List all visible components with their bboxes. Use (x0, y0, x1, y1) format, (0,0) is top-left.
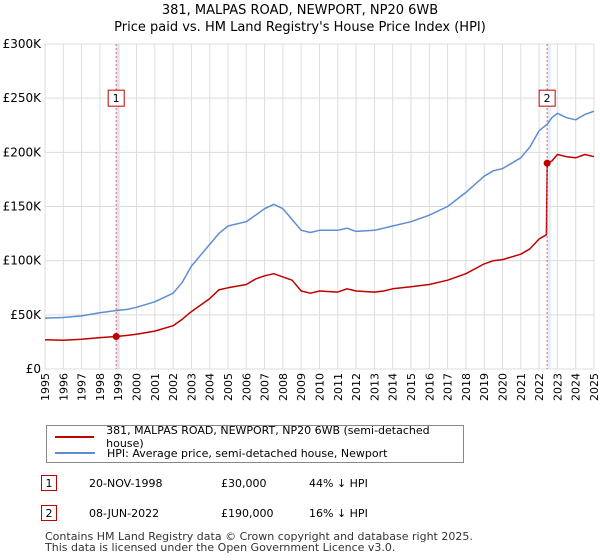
x-tick-label: 2011 (332, 373, 345, 401)
legend-item-hpi: HPI: Average price, semi-detached house,… (55, 445, 387, 461)
legend-hpi-label: HPI: Average price, semi-detached house,… (107, 446, 388, 460)
x-tick-label: 2003 (185, 373, 198, 401)
x-tick-label: 2023 (551, 373, 564, 401)
x-tick-label: 2008 (277, 373, 290, 401)
y-tick-label: £50K (10, 308, 42, 322)
footer-copyright: Contains HM Land Registry data © Crown c… (45, 530, 473, 543)
x-tick-label: 1998 (94, 373, 107, 401)
x-tick-label: 2021 (515, 373, 528, 401)
transaction-price: £190,000 (221, 507, 274, 520)
transaction-hpi-diff: 16% ↓ HPI (309, 507, 368, 520)
y-tick-label: £150K (3, 200, 43, 214)
y-tick-label: £300K (3, 37, 43, 51)
x-tick-label: 2004 (204, 373, 217, 401)
x-tick-label: 2012 (350, 373, 363, 401)
x-tick-label: 2024 (570, 373, 583, 401)
x-tick-label: 1996 (57, 373, 70, 401)
x-tick-label: 2005 (222, 373, 235, 401)
chart-title: 381, MALPAS ROAD, NEWPORT, NP20 6WB (161, 3, 439, 18)
x-tick-label: 1999 (112, 373, 125, 401)
x-tick-label: 1995 (39, 373, 52, 401)
transaction-badge: 2 (41, 505, 57, 521)
x-tick-label: 2001 (149, 373, 162, 401)
x-tick-label: 2019 (478, 373, 491, 401)
x-tick-label: 2007 (259, 373, 272, 401)
hpi-line (44, 110, 595, 319)
x-tick-label: 2013 (368, 373, 381, 401)
transaction-badge: 1 (41, 475, 57, 491)
transaction-hpi-diff: 44% ↓ HPI (309, 477, 368, 490)
transaction-marker-box (107, 89, 125, 107)
y-tick-label: £250K (3, 91, 43, 105)
x-tick-label: 1997 (76, 373, 89, 401)
x-tick-label: 2006 (240, 373, 253, 401)
x-tick-label: 2009 (295, 373, 308, 401)
y-tick-label: £100K (3, 254, 43, 268)
transaction-point (543, 159, 551, 167)
x-tick-label: 2022 (533, 373, 546, 401)
transaction-price: £30,000 (221, 477, 267, 490)
transaction-date: 20-NOV-1998 (89, 477, 163, 490)
x-tick-label: 2025 (588, 373, 600, 401)
transaction-marker-box (538, 89, 556, 107)
x-tick-label: 2002 (167, 373, 180, 401)
legend-hpi-swatch (55, 452, 95, 454)
y-tick-label: £200K (3, 145, 43, 159)
legend-item-price: 381, MALPAS ROAD, NEWPORT, NP20 6WB (sem… (55, 424, 463, 450)
y-tick-label: £0 (26, 362, 41, 376)
x-tick-label: 2020 (497, 373, 510, 401)
price-paid-line (44, 153, 595, 342)
x-tick-label: 2018 (460, 373, 473, 401)
transaction-marker-label: 1 (113, 92, 120, 105)
legend: 381, MALPAS ROAD, NEWPORT, NP20 6WB (sem… (46, 424, 464, 463)
transaction-date: 08-JUN-2022 (89, 507, 160, 520)
x-tick-label: 2010 (314, 373, 327, 401)
footer-licence: This data is licensed under the Open Gov… (45, 541, 396, 554)
legend-price-label: 381, MALPAS ROAD, NEWPORT, NP20 6WB (sem… (106, 424, 430, 450)
chart-subtitle: Price paid vs. HM Land Registry's House … (114, 20, 486, 35)
x-tick-label: 2014 (387, 373, 400, 401)
legend-price-swatch (55, 436, 95, 438)
transaction-point (112, 333, 120, 340)
price-chart: £0 £50K £100K £150K £200K £250K £300K 1995 1996… (3, 37, 600, 401)
transaction-marker-label: 2 (544, 92, 551, 105)
x-tick-label: 2017 (442, 373, 455, 401)
x-tick-label: 2015 (405, 373, 418, 401)
footer: Contains HM Land Registry data © Crown c… (45, 531, 473, 553)
x-tick-label: 2000 (131, 373, 144, 401)
x-tick-label: 2016 (423, 373, 436, 401)
